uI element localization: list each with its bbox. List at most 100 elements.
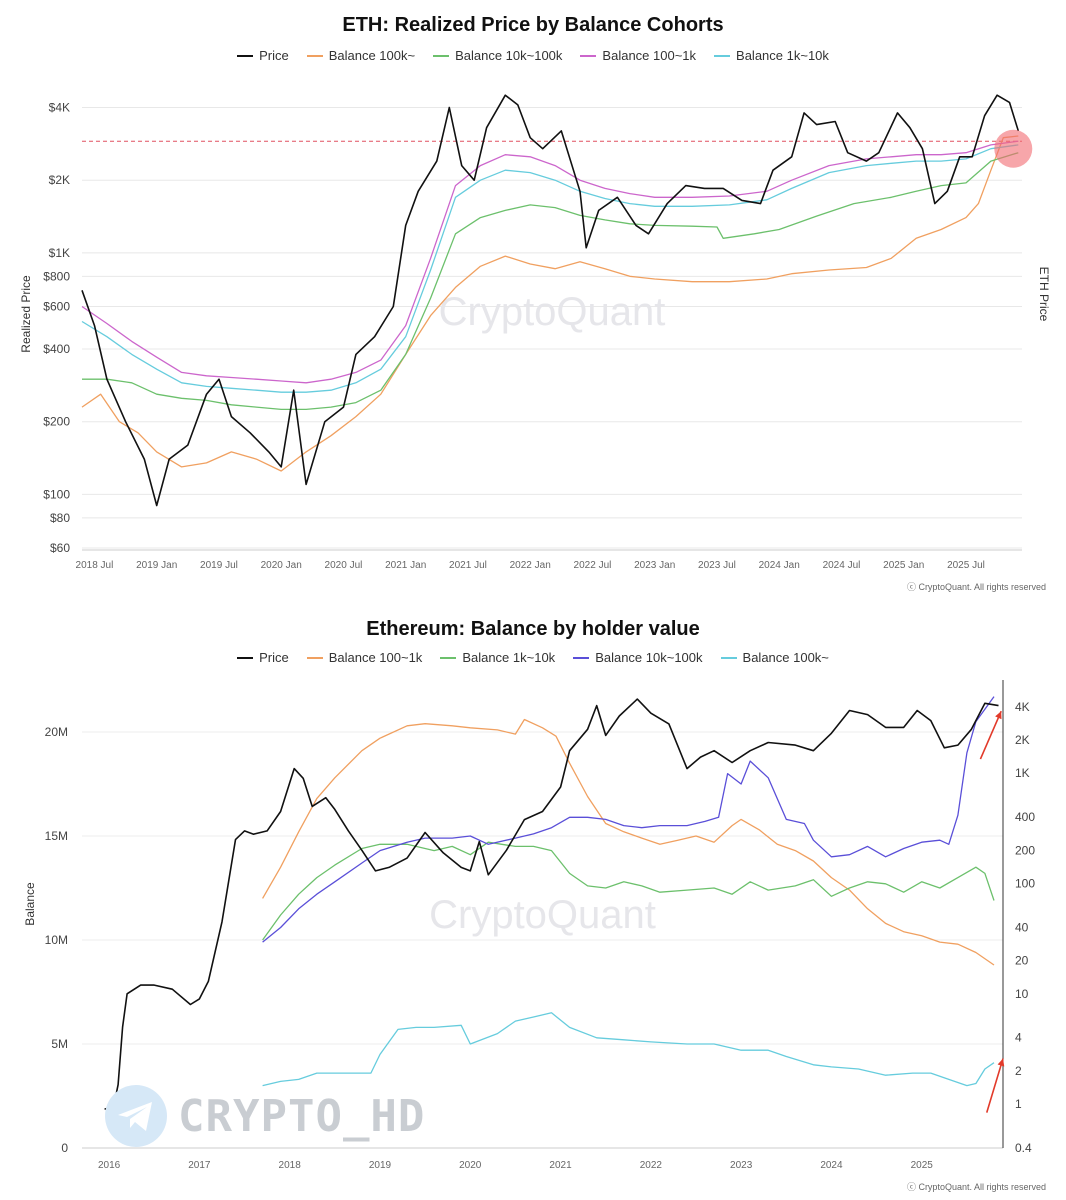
x-tick-label: 2025 (911, 1160, 934, 1171)
y2-tick-label: 400 (1015, 810, 1035, 824)
x-tick-label: 2019 Jan (136, 560, 177, 571)
y-tick-label: $80 (50, 511, 70, 525)
legend-item-balance-10k-100k[interactable]: Balance 10k~100k (433, 48, 562, 63)
legend-item-balance-10k-100k[interactable]: Balance 10k~100k (573, 650, 703, 665)
balance-holder-panel: Ethereum: Balance by holder value Price … (0, 600, 1066, 1200)
series-line-price (81, 94, 1020, 507)
y2-tick-label: 4 (1015, 1031, 1022, 1045)
legend-label: Balance 100k~ (328, 48, 416, 63)
legend-item-price[interactable]: Price (237, 650, 289, 665)
x-tick-label: 2025 Jan (883, 560, 924, 571)
brand-text: CRYPTO_HD (178, 1090, 426, 1142)
legend-swatch (237, 656, 254, 659)
y2-tick-label: 40 (1015, 920, 1029, 934)
x-tick-label: 2018 Jul (76, 560, 114, 571)
legend-item-balance-100k[interactable]: Balance 100k~ (720, 650, 829, 665)
legend-item-balance-100-1k[interactable]: Balance 100~1k (306, 650, 423, 665)
y-tick-label: 0 (61, 1141, 68, 1155)
legend-swatch (714, 54, 731, 57)
y2-tick-label: 1 (1015, 1097, 1022, 1111)
series-line-balance-100-1k (262, 718, 995, 966)
crypto-hd-brand: CRYPTO_HD (104, 1084, 425, 1148)
trend-arrow-line (985, 1058, 1004, 1113)
y2-tick-label: 4K (1015, 700, 1030, 714)
legend-label: Balance 100k~ (742, 650, 829, 665)
x-tick-label: 2020 Jan (261, 560, 302, 571)
x-tick-label: 2016 (98, 1160, 121, 1171)
x-tick-label: 2024 Jan (759, 560, 800, 571)
x-tick-label: 2022 Jul (574, 560, 612, 571)
series-line-balance-10k-100k (262, 696, 995, 943)
y2-tick-label: 0.4 (1015, 1141, 1032, 1155)
x-tick-label: 2021 Jan (385, 560, 426, 571)
y-tick-label: $60 (50, 541, 70, 555)
y2-tick-label: 200 (1015, 843, 1035, 857)
legend-item-price[interactable]: Price (237, 48, 289, 63)
x-tick-label: 2022 (640, 1160, 663, 1171)
x-tick-label: 2023 Jan (634, 560, 675, 571)
y2-tick-label: 1K (1015, 766, 1030, 780)
x-tick-label: 2022 Jan (510, 560, 551, 571)
x-tick-label: 2024 Jul (823, 560, 861, 571)
legend-label: Balance 10k~100k (455, 48, 563, 63)
x-tick-label: 2019 Jul (200, 560, 238, 571)
legend-label: Price (259, 48, 289, 63)
watermark: CryptoQuant (439, 290, 666, 334)
x-tick-label: 2021 Jul (449, 560, 487, 571)
y-tick-label: $200 (43, 415, 70, 429)
y-tick-label: $1K (49, 246, 70, 260)
y2-tick-label: 10 (1015, 987, 1029, 1001)
legend-swatch (306, 656, 323, 659)
y-tick-label: $800 (43, 269, 70, 283)
y-tick-label: $2K (49, 173, 70, 187)
y-tick-label: 10M (45, 933, 68, 947)
y-axis-label: Balance (23, 882, 37, 926)
y-tick-label: $400 (43, 342, 70, 356)
y-tick-label: $100 (43, 487, 70, 501)
legend-swatch (306, 54, 323, 57)
legend-label: Balance 100~1k (328, 650, 423, 665)
trend-arrow-head (995, 711, 1002, 720)
balance-holder-chart: 0 5M 10M 15M 20M 0.4 1 2 4 10 20 40 100 200 400 1K 2K 4K 2… (23, 680, 1035, 1171)
legend-item-balance-1k-10k[interactable]: Balance 1k~10k (440, 650, 555, 665)
chart-title: Ethereum: Balance by holder value (366, 618, 700, 640)
series-line-balance-100k (81, 135, 1019, 472)
legend-label: Balance 1k~10k (736, 48, 829, 63)
x-tick-label: 2018 (279, 1160, 302, 1171)
y2-tick-label: 2 (1015, 1064, 1022, 1078)
x-tick-label: 2019 (369, 1160, 392, 1171)
series-line-balance-10k-100k (82, 152, 1019, 411)
realized-price-chart: $60 $80 $100 $200 $400 $600 $800 $1K $2K $4K 2018 … (19, 94, 1051, 571)
y-tick-label: $600 (43, 299, 70, 313)
watermark: CryptoQuant (429, 893, 656, 937)
series-line-balance-1k-10k (262, 841, 995, 941)
chart-title: ETH: Realized Price by Balance Cohorts (342, 14, 724, 36)
series-line-price (104, 698, 999, 1110)
series-line-balance-100k (262, 1012, 995, 1087)
legend-item-balance-1k-10k[interactable]: Balance 1k~10k (714, 48, 829, 63)
highlight-marker (994, 129, 1033, 168)
x-tick-label: 2024 (820, 1160, 843, 1171)
series-line-balance-100-1k (81, 140, 1019, 384)
legend-swatch (580, 54, 597, 57)
y-tick-label: $4K (49, 101, 70, 115)
y-tick-label: 20M (45, 725, 68, 739)
legend-swatch (433, 54, 450, 57)
legend-item-balance-100k[interactable]: Balance 100k~ (306, 48, 416, 63)
legend-item-balance-100-1k[interactable]: Balance 100~1k (580, 48, 696, 63)
legend-label: Balance 100~1k (602, 48, 697, 63)
legend-label: Price (259, 650, 289, 665)
telegram-icon (105, 1085, 167, 1147)
y2-tick-label: 100 (1015, 877, 1035, 891)
y2-tick-label: 20 (1015, 954, 1029, 968)
chart-legend: Price Balance 100k~ Balance 10k~100k Bal… (0, 48, 1066, 63)
y-tick-label: 15M (45, 829, 68, 843)
chart-legend: Price Balance 100~1k Balance 1k~10k Bala… (0, 650, 1066, 665)
y2-axis-label: ETH Price (1037, 267, 1051, 322)
legend-label: Balance 1k~10k (462, 650, 556, 665)
legend-label: Balance 10k~100k (595, 650, 703, 665)
x-tick-label: 2023 (730, 1160, 753, 1171)
copyright-footer: ⓒ CryptoQuant. All rights reserved (906, 1182, 1046, 1192)
legend-swatch (440, 656, 457, 659)
series-line-balance-1k-10k (81, 144, 1019, 393)
